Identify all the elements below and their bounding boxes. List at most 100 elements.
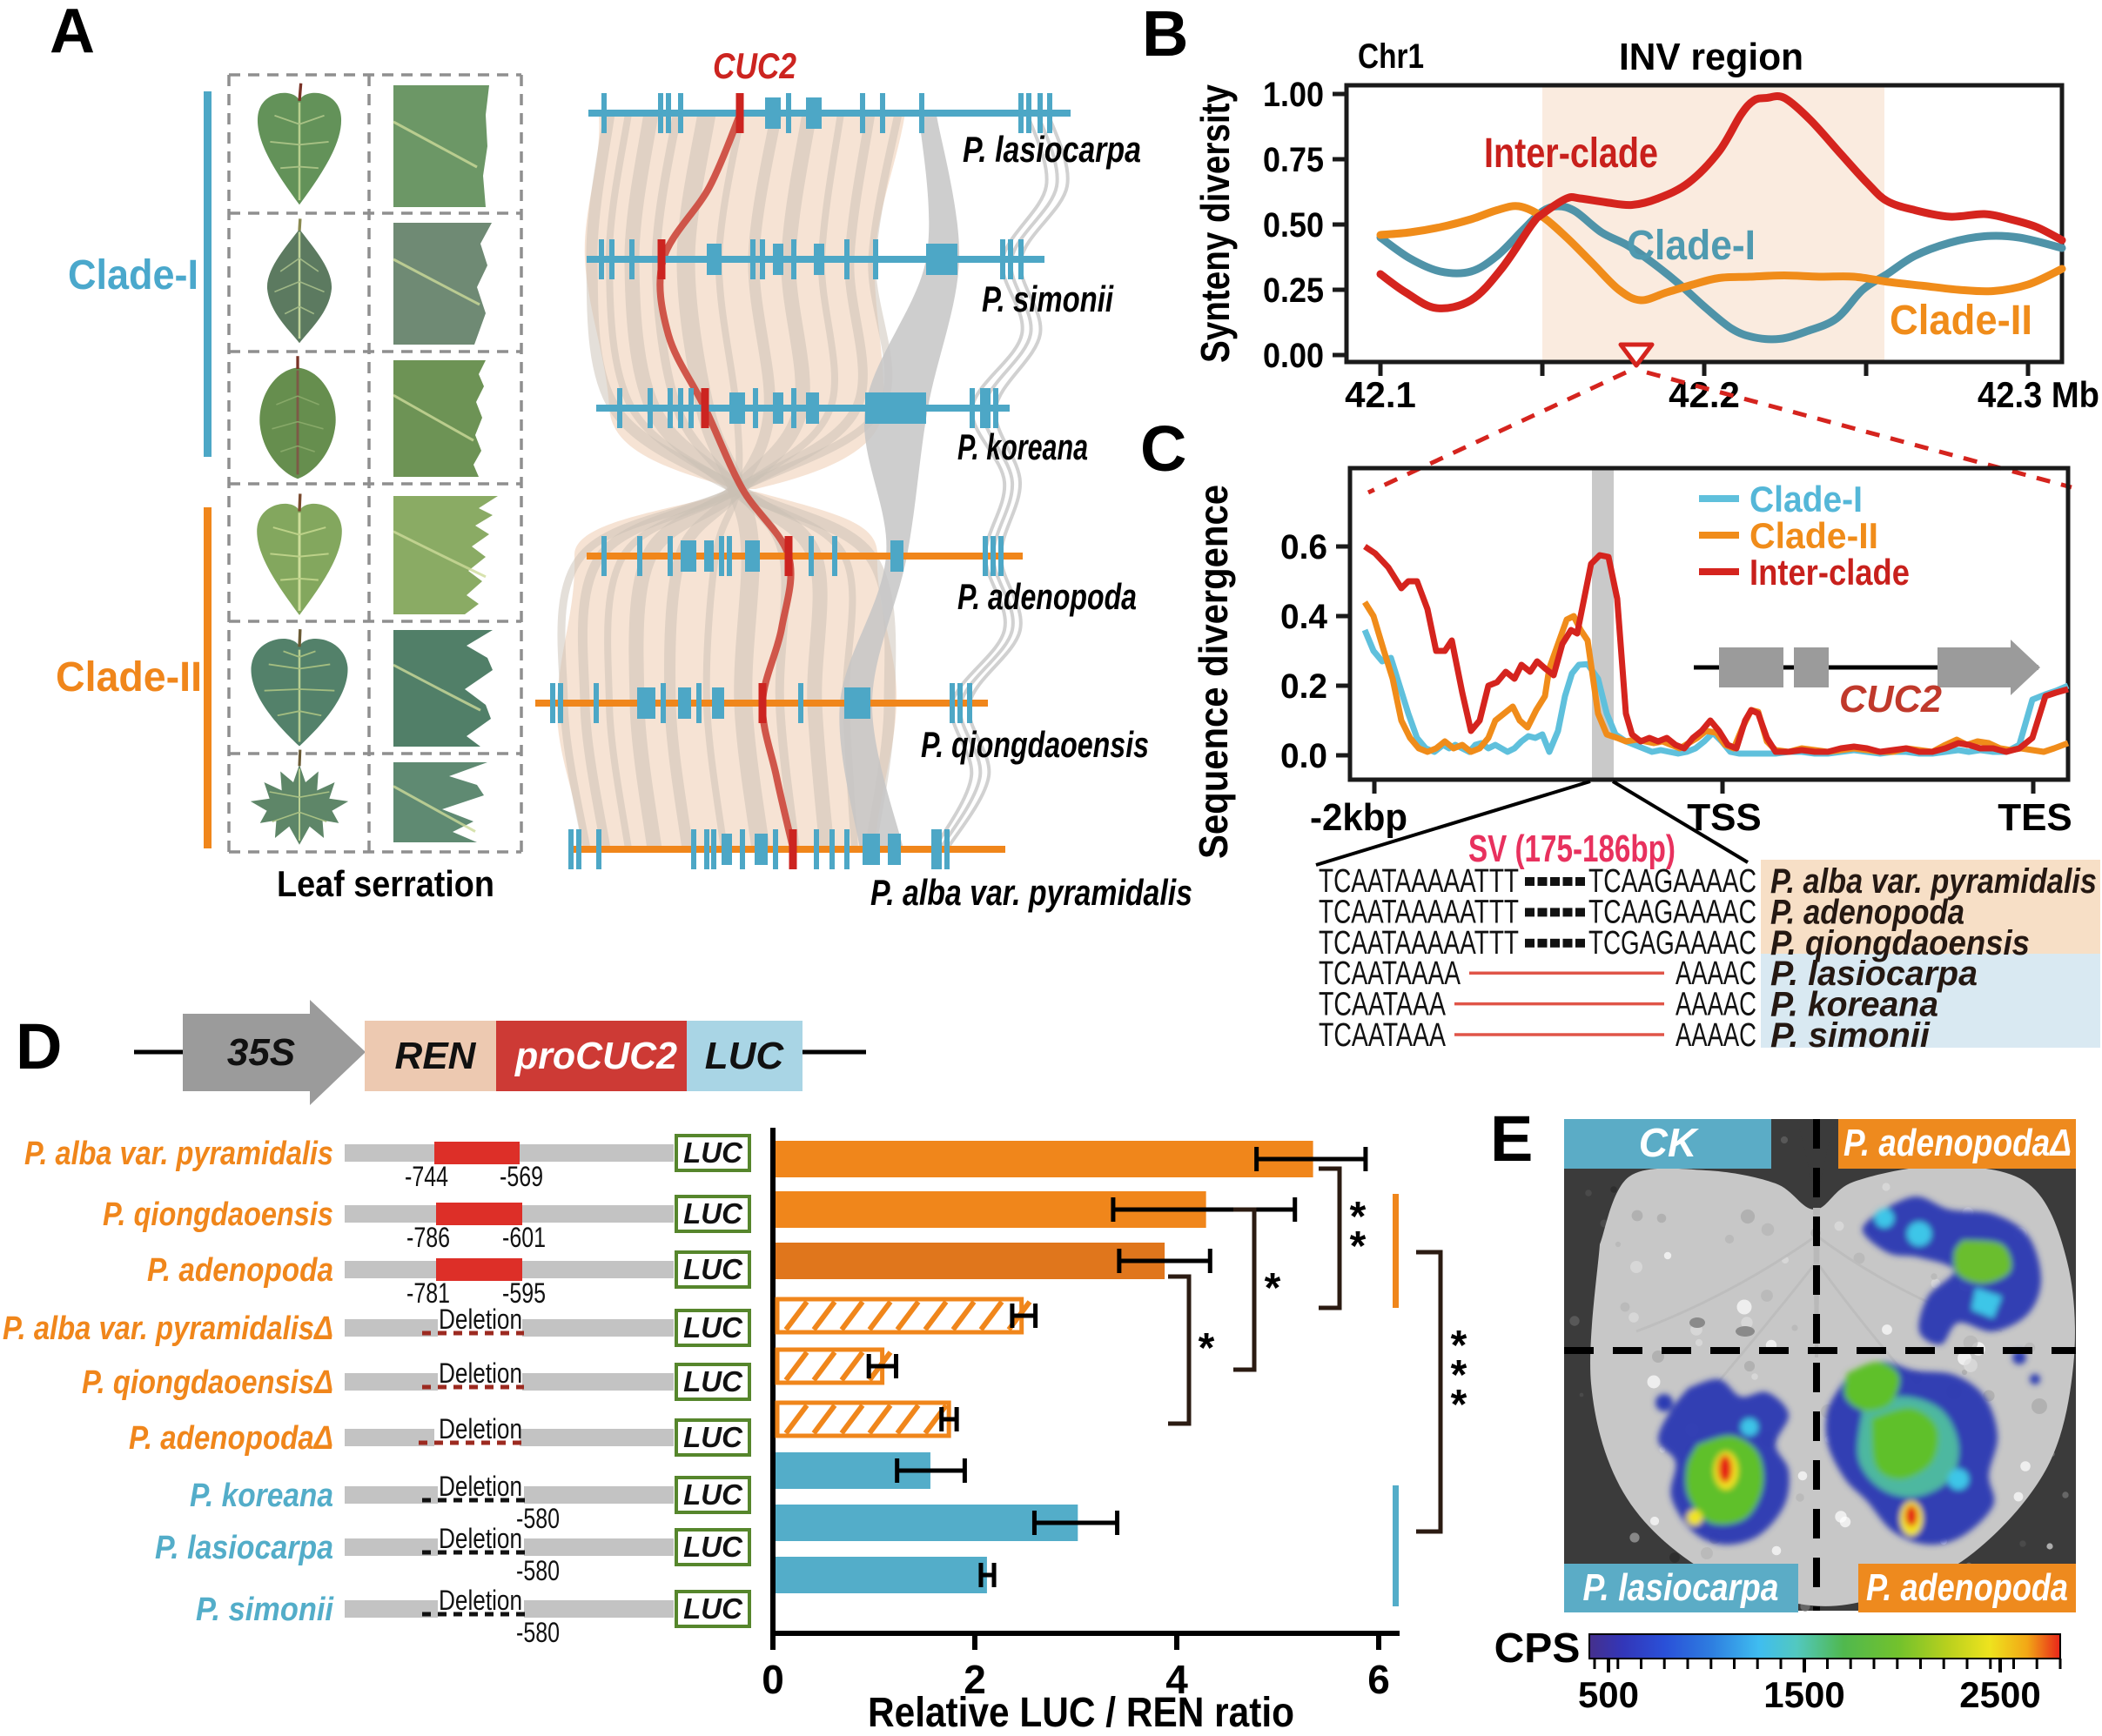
svg-text:*: * xyxy=(1199,1325,1215,1371)
svg-text:*: * xyxy=(1451,1323,1467,1369)
svg-text:CPS: CPS xyxy=(1494,1625,1581,1672)
svg-text:-569: -569 xyxy=(500,1161,543,1192)
svg-text:500: 500 xyxy=(1578,1674,1639,1715)
svg-text:REN: REN xyxy=(395,1035,477,1077)
svg-text:Inter-clade: Inter-clade xyxy=(1484,131,1658,177)
svg-text:P. qiongdaoensis: P. qiongdaoensis xyxy=(921,724,1149,765)
svg-text:TCAATAAAA: TCAATAAAA xyxy=(1319,955,1461,992)
svg-text:0.50: 0.50 xyxy=(1263,206,1324,245)
svg-text:proCUC2: proCUC2 xyxy=(514,1035,677,1077)
svg-text:2: 2 xyxy=(964,1657,986,1702)
svg-text:Relative LUC / REN ratio: Relative LUC / REN ratio xyxy=(868,1690,1294,1736)
svg-text:P. alba var. pyramidalis: P. alba var. pyramidalis xyxy=(870,872,1192,913)
svg-text:*: * xyxy=(1350,1194,1367,1240)
svg-text:INV region: INV region xyxy=(1619,36,1803,78)
svg-text:P. qiongdaoensisΔ: P. qiongdaoensisΔ xyxy=(82,1364,333,1401)
svg-text:Deletion: Deletion xyxy=(439,1304,522,1335)
svg-text:Synteny diversity: Synteny diversity xyxy=(1192,84,1238,363)
svg-text:TCGAGAAAAC: TCGAGAAAAC xyxy=(1588,925,1756,962)
svg-text:*: * xyxy=(1350,1223,1367,1270)
svg-text:D: D xyxy=(16,1010,62,1082)
svg-text:LUC: LUC xyxy=(683,1136,743,1169)
svg-text:P. lasiocarpa: P. lasiocarpa xyxy=(1583,1566,1779,1609)
svg-text:AAAAC: AAAAC xyxy=(1676,955,1756,992)
svg-text:TCAATAAA: TCAATAAA xyxy=(1319,1017,1446,1054)
svg-text:P. adenopoda: P. adenopoda xyxy=(957,576,1137,617)
svg-text:42.3 Mb: 42.3 Mb xyxy=(1978,374,2099,415)
svg-text:P. simonii: P. simonii xyxy=(196,1592,334,1628)
svg-text:P. koreana: P. koreana xyxy=(957,426,1088,467)
svg-text:SV (175-186bp): SV (175-186bp) xyxy=(1468,828,1676,870)
svg-text:CUC2: CUC2 xyxy=(713,45,796,86)
svg-text:Deletion: Deletion xyxy=(439,1523,522,1554)
svg-text:Deletion: Deletion xyxy=(439,1357,522,1389)
svg-text:P. koreana: P. koreana xyxy=(1770,986,1938,1024)
svg-text:LUC: LUC xyxy=(705,1035,785,1077)
svg-text:Inter-clade: Inter-clade xyxy=(1749,552,1910,593)
svg-text:-744: -744 xyxy=(405,1161,448,1192)
svg-text:0.0: 0.0 xyxy=(1280,737,1327,775)
svg-text:LUC: LUC xyxy=(683,1311,743,1344)
svg-text:CUC2: CUC2 xyxy=(1839,678,1943,721)
svg-text:TCAAGAAAAC: TCAAGAAAAC xyxy=(1588,894,1756,930)
svg-text:*: * xyxy=(1451,1352,1467,1398)
svg-text:TES: TES xyxy=(1998,796,2072,839)
svg-text:P. lasiocarpa: P. lasiocarpa xyxy=(155,1530,333,1566)
svg-text:0.2: 0.2 xyxy=(1280,667,1327,706)
svg-text:-781: -781 xyxy=(406,1277,450,1309)
svg-text:P. alba var. pyramidalis: P. alba var. pyramidalis xyxy=(24,1136,333,1172)
svg-text:TCAATAAAAATTT: TCAATAAAAATTT xyxy=(1319,894,1519,930)
svg-text:C: C xyxy=(1140,412,1186,485)
svg-text:P. adenopodaΔ: P. adenopodaΔ xyxy=(129,1420,333,1457)
svg-text:TCAATAAA: TCAATAAA xyxy=(1319,987,1446,1023)
svg-text:P. alba var. pyramidalis: P. alba var. pyramidalis xyxy=(1770,862,2097,901)
svg-text:LUC: LUC xyxy=(683,1253,743,1285)
svg-text:LUC: LUC xyxy=(683,1531,743,1563)
svg-text:35S: 35S xyxy=(227,1031,295,1074)
svg-text:LUC: LUC xyxy=(683,1478,743,1511)
svg-text:E: E xyxy=(1490,1103,1533,1175)
svg-text:Clade-II: Clade-II xyxy=(1749,515,1878,556)
svg-text:AAAAC: AAAAC xyxy=(1676,1017,1756,1054)
svg-text:P. adenopodaΔ: P. adenopodaΔ xyxy=(1843,1122,2072,1164)
svg-text:LUC: LUC xyxy=(683,1365,743,1398)
svg-text:1.00: 1.00 xyxy=(1263,76,1324,114)
svg-text:-595: -595 xyxy=(502,1277,546,1309)
svg-text:1500: 1500 xyxy=(1763,1674,1844,1715)
svg-text:P. lasiocarpa: P. lasiocarpa xyxy=(1770,955,1978,993)
svg-text:CK: CK xyxy=(1639,1120,1699,1165)
svg-text:0.4: 0.4 xyxy=(1280,598,1328,636)
svg-text:P. lasiocarpa: P. lasiocarpa xyxy=(963,129,1141,170)
svg-text:0.75: 0.75 xyxy=(1263,141,1324,179)
svg-text:TCAATAAAAATTT: TCAATAAAAATTT xyxy=(1319,925,1519,962)
svg-text:P. qiongdaoensis: P. qiongdaoensis xyxy=(103,1196,333,1233)
svg-text:0.00: 0.00 xyxy=(1263,337,1324,375)
svg-text:LUC: LUC xyxy=(683,1592,743,1625)
svg-text:P. simonii: P. simonii xyxy=(1770,1016,1931,1055)
svg-text:P. adenopoda: P. adenopoda xyxy=(1866,1566,2068,1609)
svg-text:-580: -580 xyxy=(516,1555,560,1586)
svg-text:Deletion: Deletion xyxy=(439,1413,522,1444)
svg-text:6: 6 xyxy=(1367,1657,1390,1702)
svg-text:0.6: 0.6 xyxy=(1280,528,1327,566)
svg-text:P. adenopoda: P. adenopoda xyxy=(1770,893,1964,931)
svg-text:Sequence divergence: Sequence divergence xyxy=(1191,485,1236,859)
svg-text:LUC: LUC xyxy=(683,1197,743,1230)
svg-text:Chr1: Chr1 xyxy=(1358,37,1424,76)
svg-text:-580: -580 xyxy=(516,1617,560,1648)
svg-text:4: 4 xyxy=(1165,1657,1188,1702)
svg-text:Clade-II: Clade-II xyxy=(56,654,202,700)
svg-text:*: * xyxy=(1265,1265,1281,1311)
svg-text:AAAAC: AAAAC xyxy=(1676,987,1756,1023)
svg-text:-2kbp: -2kbp xyxy=(1310,796,1407,839)
svg-text:Clade-I: Clade-I xyxy=(1627,223,1756,269)
svg-text:Clade-I: Clade-I xyxy=(1749,479,1863,519)
svg-text:A: A xyxy=(50,0,95,66)
svg-text:B: B xyxy=(1142,0,1188,70)
svg-text:Deletion: Deletion xyxy=(439,1471,522,1502)
svg-text:Leaf serration: Leaf serration xyxy=(277,863,494,904)
svg-text:P. qiongdaoensis: P. qiongdaoensis xyxy=(1770,924,2030,962)
svg-text:Clade-II: Clade-II xyxy=(1890,298,2032,344)
svg-text:Deletion: Deletion xyxy=(439,1585,522,1616)
svg-text:P. adenopoda: P. adenopoda xyxy=(147,1252,333,1289)
